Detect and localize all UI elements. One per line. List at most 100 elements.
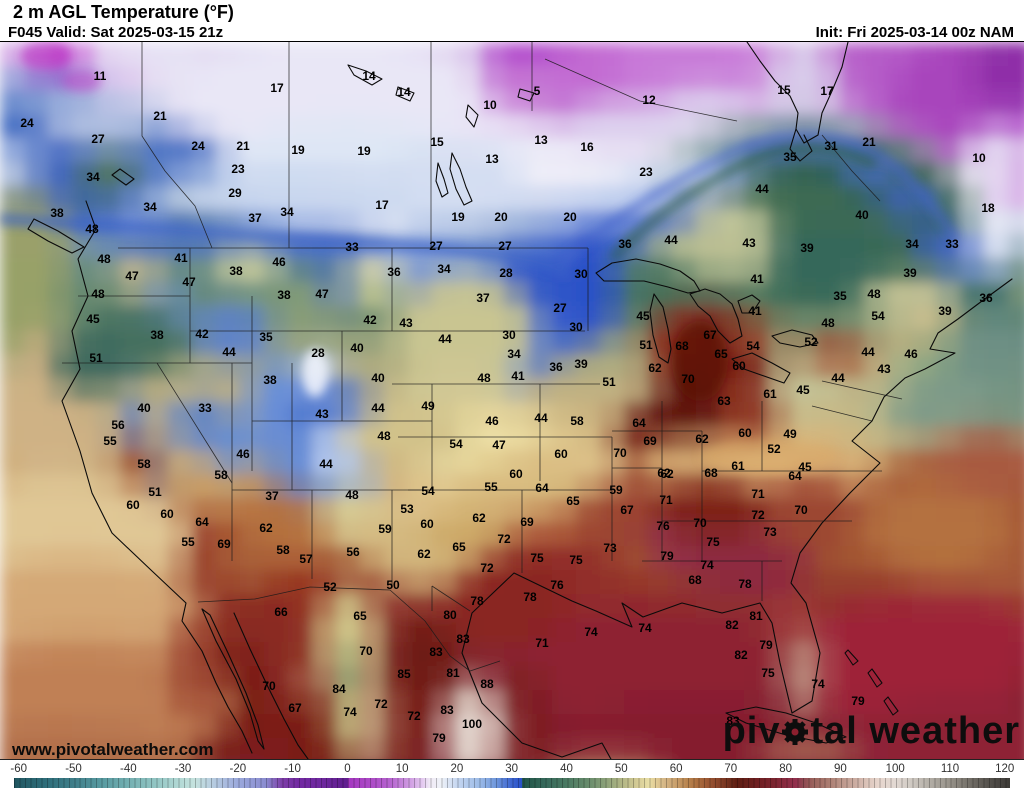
svg-text:65: 65	[452, 540, 466, 554]
svg-text:23: 23	[639, 165, 653, 179]
svg-text:40: 40	[350, 341, 364, 355]
svg-text:67: 67	[620, 503, 634, 517]
svg-text:64: 64	[535, 481, 549, 495]
svg-text:41: 41	[511, 369, 525, 383]
svg-text:47: 47	[492, 438, 506, 452]
svg-text:59: 59	[609, 483, 623, 497]
svg-text:69: 69	[520, 515, 534, 529]
svg-text:78: 78	[470, 594, 484, 608]
svg-text:55: 55	[484, 480, 498, 494]
svg-text:51: 51	[148, 485, 162, 499]
svg-text:62: 62	[660, 467, 674, 481]
svg-text:85: 85	[397, 667, 411, 681]
svg-text:15: 15	[777, 83, 791, 97]
svg-text:58: 58	[214, 468, 228, 482]
svg-text:52: 52	[804, 335, 818, 349]
svg-text:44: 44	[222, 345, 236, 359]
svg-text:28: 28	[311, 346, 325, 360]
svg-text:65: 65	[714, 347, 728, 361]
svg-text:80: 80	[443, 608, 457, 622]
svg-text:36: 36	[979, 291, 993, 305]
svg-text:41: 41	[174, 251, 188, 265]
svg-text:60: 60	[420, 517, 434, 531]
svg-text:28: 28	[499, 266, 513, 280]
svg-text:17: 17	[270, 81, 284, 95]
svg-text:35: 35	[833, 289, 847, 303]
svg-text:48: 48	[85, 222, 99, 236]
svg-text:81: 81	[749, 609, 763, 623]
svg-text:44: 44	[371, 401, 385, 415]
svg-text:33: 33	[345, 240, 359, 254]
svg-text:14: 14	[397, 85, 411, 99]
svg-text:60: 60	[126, 498, 140, 512]
svg-text:72: 72	[407, 709, 421, 723]
svg-text:35: 35	[783, 150, 797, 164]
svg-text:38: 38	[150, 328, 164, 342]
svg-text:48: 48	[867, 287, 881, 301]
svg-text:56: 56	[346, 545, 360, 559]
svg-text:72: 72	[497, 532, 511, 546]
svg-text:73: 73	[603, 541, 617, 555]
svg-text:47: 47	[182, 275, 196, 289]
svg-text:83: 83	[440, 703, 454, 717]
svg-text:61: 61	[763, 387, 777, 401]
svg-text:65: 65	[353, 609, 367, 623]
svg-text:34: 34	[507, 347, 521, 361]
svg-text:37: 37	[265, 489, 279, 503]
svg-text:33: 33	[198, 401, 212, 415]
svg-text:76: 76	[656, 519, 670, 533]
svg-text:48: 48	[91, 287, 105, 301]
svg-text:45: 45	[796, 383, 810, 397]
svg-text:81: 81	[446, 666, 460, 680]
svg-text:46: 46	[485, 414, 499, 428]
svg-text:40: 40	[371, 371, 385, 385]
svg-text:34: 34	[280, 205, 294, 219]
svg-text:52: 52	[323, 580, 337, 594]
svg-text:68: 68	[688, 573, 702, 587]
svg-text:54: 54	[871, 309, 885, 323]
svg-text:40: 40	[137, 401, 151, 415]
svg-text:74: 74	[811, 677, 825, 691]
svg-text:82: 82	[725, 618, 739, 632]
svg-text:60: 60	[554, 447, 568, 461]
svg-text:73: 73	[763, 525, 777, 539]
svg-text:71: 71	[751, 487, 765, 501]
svg-text:70: 70	[693, 516, 707, 530]
svg-text:49: 49	[421, 399, 435, 413]
svg-text:5: 5	[534, 84, 541, 98]
svg-text:63: 63	[717, 394, 731, 408]
svg-text:27: 27	[553, 301, 567, 315]
svg-text:38: 38	[229, 264, 243, 278]
svg-text:59: 59	[378, 522, 392, 536]
svg-text:38: 38	[263, 373, 277, 387]
svg-text:84: 84	[332, 682, 346, 696]
svg-text:31: 31	[824, 139, 838, 153]
svg-text:60: 60	[160, 507, 174, 521]
svg-text:48: 48	[477, 371, 491, 385]
svg-text:43: 43	[742, 236, 756, 250]
svg-text:62: 62	[472, 511, 486, 525]
svg-text:69: 69	[217, 537, 231, 551]
svg-text:13: 13	[485, 152, 499, 166]
svg-text:38: 38	[50, 206, 64, 220]
svg-text:51: 51	[602, 375, 616, 389]
svg-text:37: 37	[248, 211, 262, 225]
svg-text:72: 72	[480, 561, 494, 575]
svg-text:20: 20	[563, 210, 577, 224]
svg-text:78: 78	[738, 577, 752, 591]
svg-text:64: 64	[788, 469, 802, 483]
svg-text:58: 58	[570, 414, 584, 428]
svg-text:45: 45	[798, 460, 812, 474]
svg-text:27: 27	[91, 132, 105, 146]
svg-text:79: 79	[851, 694, 865, 708]
svg-text:69: 69	[643, 434, 657, 448]
svg-text:55: 55	[181, 535, 195, 549]
svg-text:45: 45	[86, 312, 100, 326]
svg-text:75: 75	[761, 666, 775, 680]
svg-text:62: 62	[648, 361, 662, 375]
svg-text:75: 75	[569, 553, 583, 567]
svg-text:15: 15	[430, 135, 444, 149]
svg-text:48: 48	[345, 488, 359, 502]
svg-text:67: 67	[288, 701, 302, 715]
svg-text:54: 54	[746, 339, 760, 353]
